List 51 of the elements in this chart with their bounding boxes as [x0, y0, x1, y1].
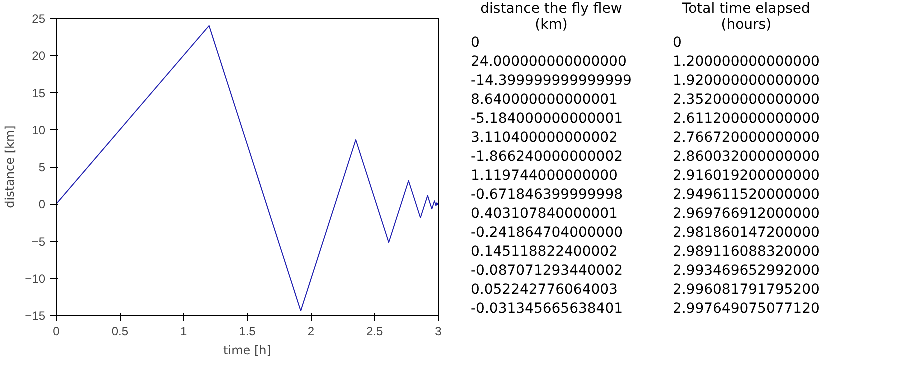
text: -0.241864704000000 [470, 224, 624, 243]
text: 0 [470, 34, 481, 53]
text: 0.052242776064003 [470, 281, 619, 300]
text: 2.989116088320000 [672, 243, 821, 262]
x-tick-label: 1 [180, 324, 188, 338]
y-tick-label: −10 [25, 272, 46, 286]
text: 2.860032000000000 [672, 148, 821, 167]
text: 24.000000000000000 [470, 53, 628, 72]
text: Total time elapsed (hours) [681, 0, 812, 34]
x-axis-title: time [h] [224, 344, 272, 358]
y-tick-label: 10 [32, 123, 46, 138]
text: 1.200000000000000 [672, 53, 821, 72]
text: 8.640000000000001 [470, 91, 619, 110]
text: -14.399999999999999 [470, 72, 633, 91]
y-tick-label: 15 [32, 86, 46, 100]
text: 0.145118822400002 [470, 243, 619, 262]
text: 2.997649075077120 [672, 300, 821, 319]
y-tick-label: −5 [32, 234, 46, 249]
y-tick-label: 0 [38, 198, 46, 212]
text: 3.110400000000002 [470, 129, 619, 148]
text: -5.184000000000001 [470, 110, 624, 129]
y-tick-label: 25 [32, 12, 46, 26]
x-tick-label: 0.5 [112, 324, 129, 338]
text: 1.119744000000000 [470, 167, 619, 186]
y-tick-label: 20 [32, 49, 46, 64]
text: 2.993469652992000 [672, 262, 821, 281]
y-axis-title: distance [km] [3, 126, 18, 208]
text: 1.920000000000000 [672, 72, 821, 91]
text: -1.866240000000002 [470, 148, 624, 167]
text: 2.766720000000000 [672, 129, 821, 148]
text: 0 [672, 34, 683, 53]
y-tick-label: 5 [38, 160, 46, 174]
y-tick-label: −15 [25, 309, 46, 323]
text: 0.403107840000001 [470, 205, 619, 224]
text: -0.671846399999998 [470, 186, 624, 205]
text: -0.087071293440002 [470, 262, 624, 281]
text: 2.949611520000000 [672, 186, 821, 205]
x-tick-label: 1.5 [239, 324, 256, 338]
line-series [56, 25, 438, 312]
text: distance the fly flew (km) [480, 0, 624, 34]
x-tick-label: 3 [435, 324, 442, 338]
text: -0.031345665638401 [470, 300, 624, 319]
text: 2.981860147200000 [672, 224, 821, 243]
text: 2.996081791795200 [672, 281, 821, 300]
x-tick-label: 2.5 [366, 324, 384, 338]
x-tick-label: 0 [53, 324, 60, 338]
text: 2.916019200000000 [672, 167, 821, 186]
text: 2.352000000000000 [672, 91, 821, 110]
text: 2.611200000000000 [672, 110, 821, 129]
x-tick-label: 2 [308, 324, 315, 338]
text: 2.969766912000000 [672, 205, 821, 224]
